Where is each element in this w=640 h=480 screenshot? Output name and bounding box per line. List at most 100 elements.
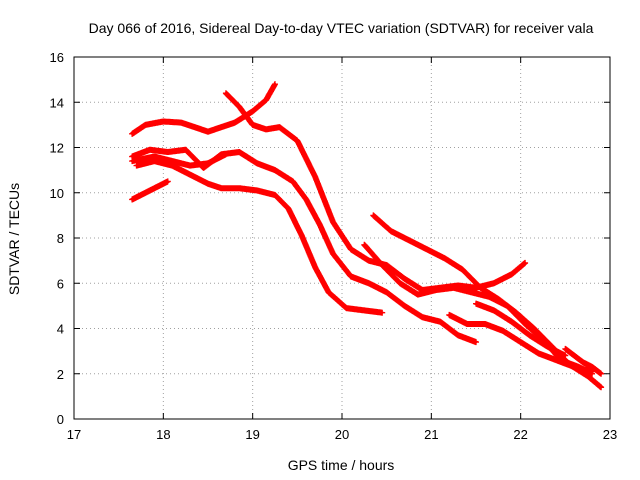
- data-point: [425, 248, 429, 251]
- data-point: [564, 347, 567, 351]
- data-point: [372, 214, 375, 217]
- series-4: [133, 158, 386, 316]
- data-point: [448, 313, 451, 317]
- data-point: [407, 239, 411, 242]
- data-point: [434, 288, 437, 292]
- data-point: [421, 316, 424, 319]
- data-point: [345, 306, 348, 310]
- data-point: [188, 164, 192, 167]
- x-tick-label: 19: [245, 427, 259, 442]
- data-point: [416, 293, 420, 296]
- data-point: [171, 159, 174, 163]
- data-point: [148, 189, 152, 192]
- data-point: [314, 266, 317, 269]
- data-point: [153, 159, 156, 163]
- data-point: [278, 125, 281, 129]
- data-point: [153, 155, 156, 158]
- data-point: [349, 248, 353, 251]
- data-point: [251, 110, 254, 113]
- data-point: [220, 187, 223, 190]
- data-point: [506, 304, 509, 308]
- data-point: [363, 309, 366, 312]
- series-layer: [129, 81, 605, 391]
- data-point: [166, 180, 169, 183]
- data-point: [238, 150, 241, 154]
- y-tick-label: 14: [50, 95, 64, 110]
- y-axis-label: SDTVAR / TECUs: [6, 183, 22, 295]
- data-point: [273, 82, 277, 86]
- data-point: [381, 311, 384, 314]
- data-point: [287, 207, 290, 210]
- data-point: [224, 92, 228, 95]
- data-point: [238, 105, 241, 109]
- data-point: [314, 175, 317, 179]
- x-tick-label: 23: [603, 427, 617, 442]
- data-point: [389, 230, 393, 233]
- data-point: [573, 354, 576, 357]
- data-point: [555, 359, 558, 362]
- data-point: [381, 263, 384, 267]
- data-point: [251, 123, 254, 127]
- data-point: [291, 180, 295, 183]
- data-point: [439, 320, 442, 323]
- data-point: [331, 252, 335, 255]
- data-point: [599, 386, 603, 389]
- data-point: [130, 198, 134, 201]
- data-point: [403, 304, 406, 308]
- data-point: [144, 123, 147, 127]
- data-point: [461, 268, 464, 271]
- data-point: [398, 282, 402, 285]
- data-point: [184, 148, 187, 151]
- series-9: [473, 300, 569, 359]
- data-point: [327, 291, 330, 294]
- series-3: [129, 151, 229, 169]
- data-point: [130, 159, 134, 163]
- data-point: [590, 365, 594, 369]
- data-point: [193, 175, 196, 179]
- y-tick-label: 8: [57, 231, 64, 246]
- data-point: [148, 148, 152, 151]
- data-point: [590, 370, 594, 373]
- data-point: [318, 223, 321, 226]
- data-point: [233, 121, 236, 124]
- y-tick-label: 12: [50, 141, 64, 156]
- data-point: [519, 340, 522, 344]
- data-point: [305, 198, 308, 201]
- data-point: [162, 120, 165, 123]
- data-point: [331, 221, 335, 224]
- data-point: [166, 150, 169, 154]
- data-point: [206, 182, 210, 185]
- data-point: [528, 334, 531, 337]
- y-tick-label: 2: [57, 367, 64, 382]
- data-point: [479, 286, 482, 289]
- data-point: [224, 153, 228, 156]
- data-point: [483, 322, 487, 326]
- data-point: [573, 365, 576, 369]
- x-tick-label: 20: [335, 427, 349, 442]
- data-point: [510, 320, 513, 323]
- x-tick-label: 18: [156, 427, 170, 442]
- data-point: [443, 257, 446, 260]
- data-point: [501, 329, 504, 332]
- series-5: [129, 178, 171, 203]
- data-point: [202, 166, 205, 170]
- data-point: [492, 309, 496, 312]
- y-tick-label: 6: [57, 276, 64, 291]
- data-point: [300, 234, 303, 237]
- data-point: [488, 295, 491, 298]
- data-point: [238, 187, 241, 190]
- data-point: [546, 345, 549, 348]
- data-point: [492, 282, 496, 285]
- ticks: 17 18 19 20 21 22 23 0 2 4 6 8 10 12 14 16: [50, 50, 618, 442]
- y-tick-label: 4: [57, 322, 64, 337]
- data-point: [264, 128, 268, 131]
- data-point: [456, 334, 460, 337]
- series-10: [446, 311, 596, 375]
- data-point: [582, 361, 585, 364]
- data-point: [564, 354, 567, 357]
- data-point: [367, 282, 370, 285]
- data-point: [273, 193, 277, 197]
- data-point: [403, 277, 406, 280]
